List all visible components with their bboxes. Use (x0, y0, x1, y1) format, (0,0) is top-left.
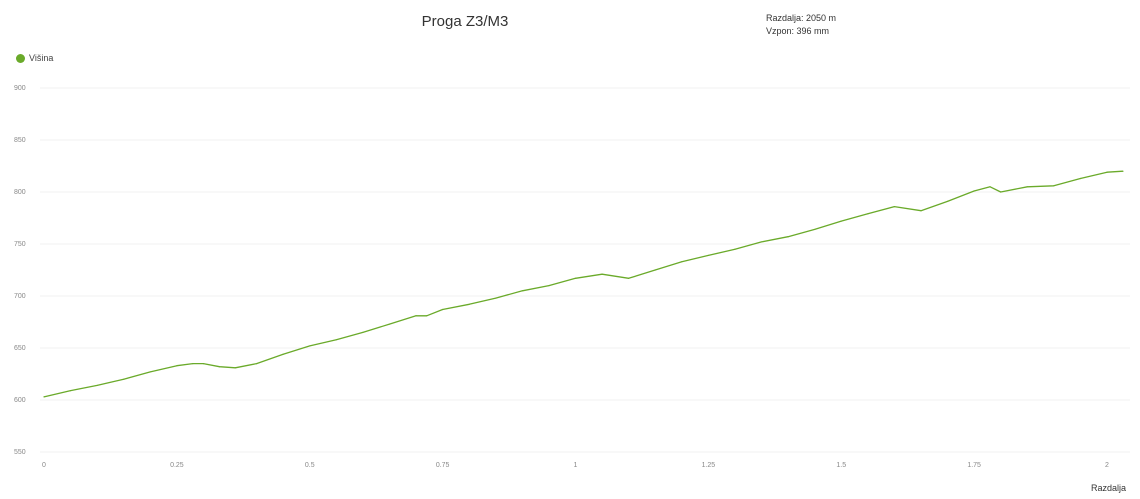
grid-lines (40, 87, 1130, 453)
y-tick-label: 800 (14, 189, 26, 196)
data-point (69, 390, 72, 392)
data-point (123, 378, 125, 380)
data-point (760, 241, 763, 243)
data-point (495, 297, 497, 299)
data-point (893, 205, 896, 208)
data-point (335, 339, 337, 341)
data-point (707, 254, 709, 257)
x-tick-label: 2 (1105, 462, 1109, 469)
data-point (787, 236, 789, 238)
y-axis-ticks: 550 600 650 700 750 800 850 900 (14, 85, 26, 456)
data-point (96, 384, 98, 387)
data-point (234, 367, 236, 369)
legend-label-visina: Višina (29, 53, 54, 63)
y-tick-label: 750 (14, 241, 26, 248)
data-point (973, 190, 975, 192)
data-point (521, 290, 523, 292)
data-point (362, 331, 364, 333)
data-point (654, 269, 656, 271)
data-point (1122, 170, 1124, 172)
data-point (1106, 171, 1108, 173)
data-point (840, 220, 842, 222)
legend[interactable]: Višina (16, 53, 53, 63)
data-point (681, 261, 683, 263)
x-tick-label: 0.5 (305, 462, 315, 469)
data-point (468, 303, 470, 305)
x-axis-label: Razdalja (1090, 483, 1126, 493)
data-point (946, 200, 949, 202)
y-tick-label: 550 (14, 449, 26, 456)
legend-swatch-visina (16, 53, 25, 63)
x-tick-label: 0 (42, 462, 46, 469)
data-point (1026, 186, 1028, 188)
y-tick-label: 900 (14, 85, 26, 92)
data-point (1053, 185, 1055, 187)
x-tick-label: 0.25 (170, 462, 184, 469)
y-tick-label: 650 (14, 345, 26, 352)
data-point (442, 308, 444, 311)
x-tick-label: 1.5 (836, 462, 846, 469)
data-point (388, 323, 391, 325)
chart-title: Proga Z3/M3 (421, 13, 509, 30)
data-point (1000, 191, 1002, 193)
data-point (920, 210, 922, 212)
data-point (574, 277, 577, 279)
data-point (415, 315, 417, 317)
route-stats: Razdalja: 2050 m Vzpon: 396 mm (766, 12, 836, 38)
data-point (989, 186, 991, 188)
data-point (256, 363, 258, 365)
series-points (43, 170, 1124, 398)
data-point (43, 396, 45, 398)
x-tick-label: 1.75 (967, 462, 981, 469)
x-tick-label: 1.25 (702, 462, 716, 469)
y-tick-label: 700 (14, 293, 26, 300)
data-point (628, 277, 630, 279)
climb-stat: Vzpon: 396 mm (766, 26, 830, 36)
data-point (309, 345, 311, 347)
x-axis-ticks: 0 0.25 0.5 0.75 1 1.25 1.5 1.75 2 (42, 462, 1109, 469)
data-point (734, 248, 736, 250)
x-tick-label: 1 (574, 462, 578, 469)
data-point (1079, 177, 1082, 180)
data-point (548, 285, 550, 287)
data-point (149, 371, 151, 373)
distance-stat: Razdalja: 2050 m (766, 13, 837, 23)
data-point (218, 366, 220, 368)
data-point (176, 365, 178, 367)
data-point (601, 273, 603, 275)
data-point (192, 363, 194, 365)
y-tick-label: 850 (14, 137, 26, 144)
y-tick-label: 600 (14, 397, 26, 404)
data-point (282, 353, 284, 355)
x-tick-label: 0.75 (436, 462, 450, 469)
data-point (426, 315, 428, 317)
data-point (202, 363, 205, 365)
series-line-visina (43, 170, 1123, 398)
data-point (867, 213, 869, 215)
data-point (814, 228, 816, 231)
